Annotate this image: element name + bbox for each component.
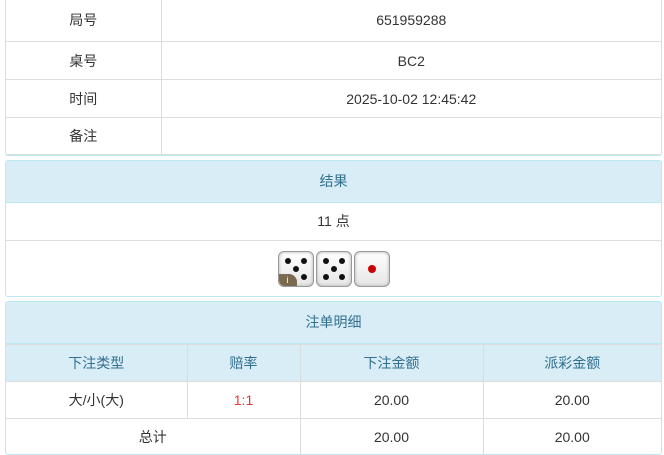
info-panel: 局号 651959288 桌号 BC2 时间 2025-10-02 12:45:42 … <box>5 0 662 156</box>
col-bet-type: 下注类型 <box>6 344 188 382</box>
label-time: 时间 <box>6 79 162 118</box>
die-one-icon <box>353 251 390 287</box>
value-note <box>160 117 661 155</box>
col-payout: 派彩金额 <box>482 344 661 382</box>
bets-title: 注单明细 <box>6 302 661 344</box>
result-panel: 结果 11 点 i <box>5 160 662 297</box>
total-row: 总计 20.00 20.00 <box>6 418 661 454</box>
dice-row: i <box>6 241 661 296</box>
bet-type: 大/小(大) <box>6 381 188 419</box>
bets-panel: 注单明细 下注类型 赔率 下注金额 派彩金额 大/小(大) 1:1 20.00 … <box>5 301 662 455</box>
value-round: 651959288 <box>160 0 661 42</box>
col-bet-amount: 下注金额 <box>299 344 484 382</box>
result-title: 结果 <box>6 161 661 203</box>
label-table: 桌号 <box>6 41 162 80</box>
total-payout: 20.00 <box>482 418 661 454</box>
payout: 20.00 <box>482 381 661 419</box>
die-five-icon: i <box>277 251 314 287</box>
total-label: 总计 <box>6 418 301 454</box>
result-points: 11 点 <box>6 203 661 241</box>
info-badge[interactable]: i <box>278 274 297 286</box>
col-odds: 赔率 <box>186 344 301 382</box>
value-table: BC2 <box>160 41 661 80</box>
die-five-icon <box>315 251 352 287</box>
value-time: 2025-10-02 12:45:42 <box>160 79 661 118</box>
bet-amount: 20.00 <box>299 381 484 419</box>
total-amount: 20.00 <box>299 418 484 454</box>
odds: 1:1 <box>186 381 301 419</box>
label-round: 局号 <box>6 0 162 42</box>
label-note: 备注 <box>6 117 162 155</box>
table-row: 大/小(大) 1:1 20.00 20.00 <box>6 381 661 419</box>
